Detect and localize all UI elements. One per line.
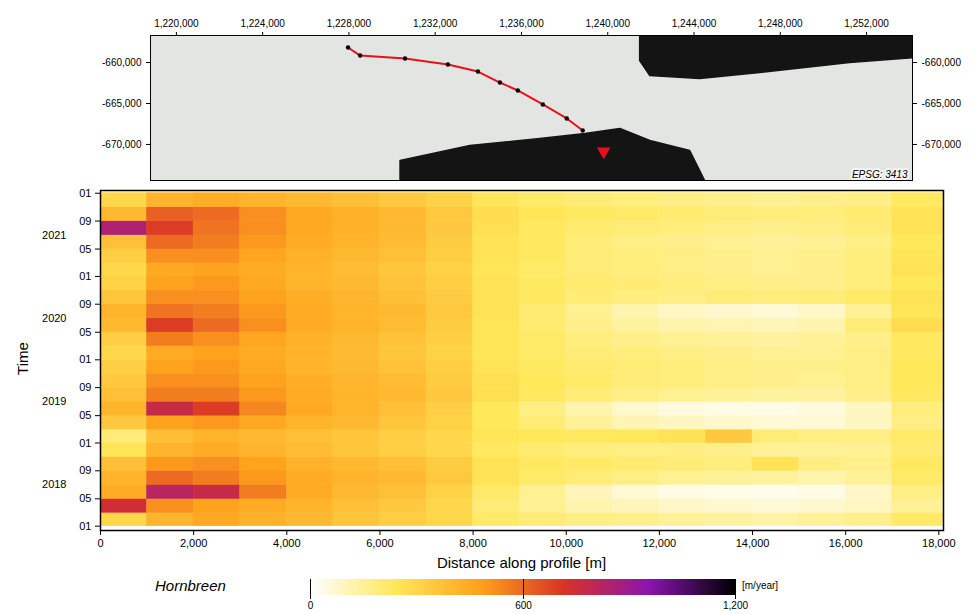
svg-text:12,000: 12,000 bbox=[643, 537, 677, 549]
svg-text:10,000: 10,000 bbox=[549, 537, 583, 549]
svg-text:-665,000: -665,000 bbox=[102, 98, 142, 109]
svg-text:2020: 2020 bbox=[42, 312, 66, 324]
svg-text:0: 0 bbox=[308, 600, 314, 611]
svg-text:09: 09 bbox=[79, 215, 91, 227]
svg-text:16,000: 16,000 bbox=[829, 537, 863, 549]
svg-text:600: 600 bbox=[515, 600, 532, 611]
svg-text:01: 01 bbox=[79, 437, 91, 449]
html-text:Hornbreen: Hornbreen bbox=[155, 577, 226, 594]
html-text:Distance along profile [m]: Distance along profile [m] bbox=[436, 554, 607, 571]
svg-text:1,252,000: 1,252,000 bbox=[844, 18, 889, 29]
svg-text:01: 01 bbox=[79, 270, 91, 282]
svg-text:1,248,000: 1,248,000 bbox=[758, 18, 803, 29]
svg-text:-670,000: -670,000 bbox=[922, 139, 962, 150]
svg-text:05: 05 bbox=[79, 492, 91, 504]
svg-text:2021: 2021 bbox=[42, 229, 66, 241]
svg-text:1,224,000: 1,224,000 bbox=[240, 18, 285, 29]
svg-text:1,236,000: 1,236,000 bbox=[499, 18, 544, 29]
svg-text:1,220,000: 1,220,000 bbox=[154, 18, 199, 29]
svg-text:6,000: 6,000 bbox=[366, 537, 394, 549]
svg-text:8,000: 8,000 bbox=[459, 537, 487, 549]
svg-text:01: 01 bbox=[79, 520, 91, 532]
svg-text:2,000: 2,000 bbox=[180, 537, 208, 549]
svg-text:-665,000: -665,000 bbox=[922, 98, 962, 109]
svg-text:-660,000: -660,000 bbox=[922, 57, 962, 68]
svg-text:1,240,000: 1,240,000 bbox=[585, 18, 630, 29]
svg-text:01: 01 bbox=[79, 187, 91, 199]
svg-text:-670,000: -670,000 bbox=[102, 139, 142, 150]
svg-text:09: 09 bbox=[79, 381, 91, 393]
html-text:Time: Time bbox=[13, 342, 31, 375]
html-text:[m/year]: [m/year] bbox=[742, 580, 779, 591]
svg-text:09: 09 bbox=[79, 464, 91, 476]
svg-text:1,232,000: 1,232,000 bbox=[413, 18, 458, 29]
svg-text:18,000: 18,000 bbox=[922, 537, 956, 549]
svg-text:EPSG: 3413: EPSG: 3413 bbox=[852, 169, 908, 180]
svg-text:01: 01 bbox=[79, 353, 91, 365]
svg-text:2018: 2018 bbox=[42, 478, 66, 490]
svg-text:0: 0 bbox=[97, 537, 103, 549]
svg-text:2019: 2019 bbox=[42, 395, 66, 407]
svg-text:1,200: 1,200 bbox=[723, 600, 748, 611]
svg-text:1,228,000: 1,228,000 bbox=[327, 18, 372, 29]
svg-text:05: 05 bbox=[79, 326, 91, 338]
svg-text:14,000: 14,000 bbox=[736, 537, 770, 549]
svg-text:4,000: 4,000 bbox=[273, 537, 301, 549]
svg-text:09: 09 bbox=[79, 298, 91, 310]
svg-text:1,244,000: 1,244,000 bbox=[672, 18, 717, 29]
svg-text:-660,000: -660,000 bbox=[102, 57, 142, 68]
svg-text:05: 05 bbox=[79, 409, 91, 421]
svg-text:05: 05 bbox=[79, 243, 91, 255]
